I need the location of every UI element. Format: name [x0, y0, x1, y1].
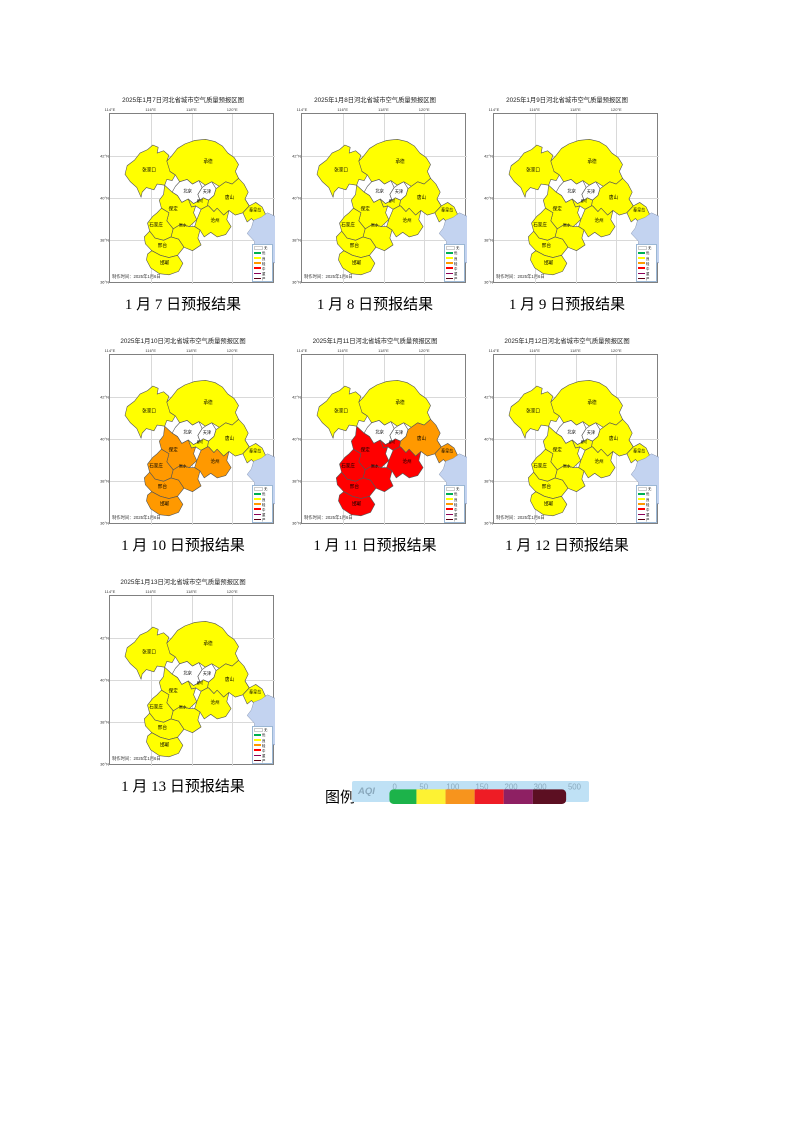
svg-text:500: 500: [568, 782, 582, 791]
